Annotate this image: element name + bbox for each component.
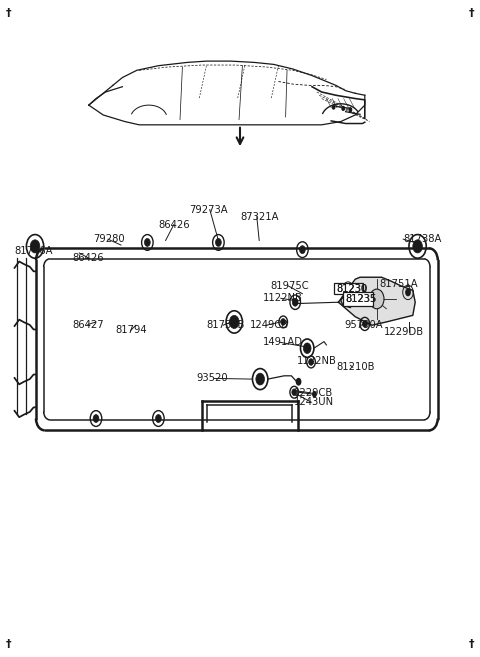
Text: 79280: 79280	[94, 234, 125, 244]
Text: 1491AD: 1491AD	[263, 337, 303, 348]
Circle shape	[309, 359, 313, 365]
Text: 81751A: 81751A	[379, 279, 418, 289]
Polygon shape	[338, 277, 415, 325]
Text: 81235: 81235	[346, 294, 376, 304]
Text: 79273A: 79273A	[190, 204, 228, 215]
Text: 1122NB: 1122NB	[263, 293, 303, 304]
Text: 93520: 93520	[197, 373, 228, 384]
Text: †: †	[468, 8, 474, 18]
Text: 87321A: 87321A	[240, 212, 278, 222]
FancyBboxPatch shape	[334, 283, 363, 294]
Circle shape	[312, 391, 317, 397]
Text: 86426: 86426	[158, 219, 190, 230]
Text: 95790A: 95790A	[345, 320, 383, 330]
Circle shape	[303, 343, 311, 353]
Text: 81746A: 81746A	[14, 246, 53, 256]
Circle shape	[341, 106, 345, 111]
Text: 81210B: 81210B	[336, 362, 374, 373]
Circle shape	[156, 415, 161, 422]
Circle shape	[30, 240, 40, 253]
Circle shape	[370, 289, 384, 309]
Text: 81794: 81794	[115, 325, 147, 336]
Circle shape	[405, 288, 411, 296]
Circle shape	[229, 315, 239, 328]
Text: 1249CB: 1249CB	[250, 320, 289, 330]
Circle shape	[332, 104, 336, 110]
Circle shape	[93, 415, 99, 422]
Circle shape	[362, 321, 367, 327]
Text: 81235: 81235	[346, 294, 377, 304]
Text: 86426: 86426	[72, 253, 104, 263]
Text: 1229DB: 1229DB	[384, 327, 424, 337]
Circle shape	[300, 246, 305, 254]
Circle shape	[292, 298, 298, 306]
Circle shape	[144, 238, 150, 246]
Circle shape	[296, 378, 301, 386]
Text: 81738A: 81738A	[403, 234, 442, 244]
Text: †: †	[6, 639, 12, 649]
Circle shape	[413, 240, 422, 253]
Text: 1229CB: 1229CB	[294, 388, 334, 398]
Text: 81230: 81230	[336, 284, 368, 294]
Circle shape	[281, 319, 286, 325]
Text: †: †	[468, 639, 474, 649]
Circle shape	[216, 238, 221, 246]
Circle shape	[256, 373, 264, 385]
Text: 1243UN: 1243UN	[294, 397, 335, 407]
Text: 81738B: 81738B	[206, 320, 245, 330]
Text: 86427: 86427	[72, 319, 104, 330]
Circle shape	[345, 285, 351, 293]
Circle shape	[348, 107, 352, 112]
Text: 81975C: 81975C	[270, 281, 309, 291]
FancyBboxPatch shape	[343, 292, 373, 306]
Text: †: †	[6, 8, 12, 18]
Circle shape	[292, 389, 297, 396]
Text: 81230: 81230	[336, 284, 367, 294]
Text: 1122NB: 1122NB	[297, 355, 336, 366]
